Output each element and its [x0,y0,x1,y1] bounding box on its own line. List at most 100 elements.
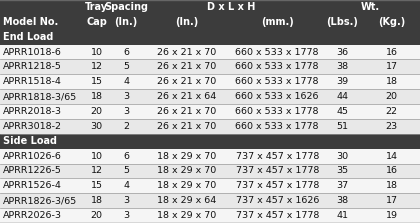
Text: (Lbs.): (Lbs.) [326,17,358,27]
Text: 14: 14 [386,152,398,161]
Text: 6: 6 [123,47,129,57]
Text: 18 x 29 x 70: 18 x 29 x 70 [157,152,217,161]
Text: 26 x 21 x 70: 26 x 21 x 70 [157,107,217,116]
Text: APRR1526-4: APRR1526-4 [3,181,61,190]
Text: 18: 18 [386,77,398,86]
Text: 660 x 533 x 1778: 660 x 533 x 1778 [236,122,319,131]
Text: Side Load: Side Load [3,136,57,146]
Text: Spacing: Spacing [104,2,148,12]
Text: APRR1218-5: APRR1218-5 [3,62,61,71]
Text: (mm.): (mm.) [261,17,294,27]
Text: 20: 20 [91,211,102,220]
Text: 37: 37 [336,181,348,190]
Text: APRR1018-6: APRR1018-6 [3,47,61,57]
Bar [0,208,420,223]
Text: 35: 35 [336,166,348,176]
Bar [0,163,420,178]
Text: 36: 36 [336,47,348,57]
Text: 10: 10 [91,47,102,57]
Text: 3: 3 [123,107,129,116]
Text: Tray: Tray [85,2,108,12]
Text: 18: 18 [91,196,102,205]
Text: 20: 20 [386,92,398,101]
Text: 5: 5 [123,166,129,176]
Text: 18 x 29 x 70: 18 x 29 x 70 [157,211,217,220]
Text: 660 x 533 x 1778: 660 x 533 x 1778 [236,47,319,57]
Bar [0,0,420,30]
Bar [0,30,420,45]
Text: (Kg.): (Kg.) [378,17,405,27]
Text: 17: 17 [386,62,398,71]
Text: APRR2026-3: APRR2026-3 [3,211,61,220]
Text: Cap: Cap [86,17,107,27]
Text: 30: 30 [91,122,102,131]
Text: 660 x 533 x 1778: 660 x 533 x 1778 [236,62,319,71]
Bar [0,149,420,163]
Text: 2: 2 [123,122,129,131]
Text: End Load: End Load [3,32,53,42]
Text: 30: 30 [336,152,348,161]
Text: 660 x 533 x 1778: 660 x 533 x 1778 [236,107,319,116]
Text: 737 x 457 x 1778: 737 x 457 x 1778 [236,166,319,176]
Text: 26 x 21 x 70: 26 x 21 x 70 [157,77,217,86]
Text: Model No.: Model No. [3,17,58,27]
Bar [0,74,420,89]
Bar [0,134,420,149]
Text: APRR1226-5: APRR1226-5 [3,166,61,176]
Text: 18: 18 [386,181,398,190]
Text: 17: 17 [386,196,398,205]
Text: Wt.: Wt. [361,2,380,12]
Text: 737 x 457 x 1778: 737 x 457 x 1778 [236,152,319,161]
Text: 41: 41 [336,211,348,220]
Text: 4: 4 [123,77,129,86]
Text: 16: 16 [386,166,398,176]
Text: 12: 12 [91,166,102,176]
Text: 4: 4 [123,181,129,190]
Bar [0,119,420,134]
Text: 18: 18 [91,92,102,101]
Text: APRR1518-4: APRR1518-4 [3,77,61,86]
Text: 660 x 533 x 1778: 660 x 533 x 1778 [236,77,319,86]
Text: 3: 3 [123,211,129,220]
Text: 737 x 457 x 1778: 737 x 457 x 1778 [236,181,319,190]
Text: (In.): (In.) [175,17,199,27]
Text: APRR1826-3/65: APRR1826-3/65 [3,196,77,205]
Bar [0,178,420,193]
Text: 15: 15 [91,181,102,190]
Text: 18 x 29 x 70: 18 x 29 x 70 [157,181,217,190]
Text: APRR3018-2: APRR3018-2 [3,122,61,131]
Text: APRR1026-6: APRR1026-6 [3,152,61,161]
Text: 5: 5 [123,62,129,71]
Text: 660 x 533 x 1626: 660 x 533 x 1626 [236,92,319,101]
Text: 3: 3 [123,92,129,101]
Bar [0,45,420,60]
Text: APRR2018-3: APRR2018-3 [3,107,61,116]
Text: 737 x 457 x 1626: 737 x 457 x 1626 [236,196,319,205]
Text: D x L x H: D x L x H [207,2,255,12]
Text: 20: 20 [91,107,102,116]
Bar [0,104,420,119]
Text: 39: 39 [336,77,348,86]
Text: 18 x 29 x 70: 18 x 29 x 70 [157,166,217,176]
Bar [0,60,420,74]
Bar [0,89,420,104]
Text: APRR1818-3/65: APRR1818-3/65 [3,92,77,101]
Text: 22: 22 [386,107,398,116]
Text: 6: 6 [123,152,129,161]
Text: 45: 45 [336,107,348,116]
Text: 26 x 21 x 70: 26 x 21 x 70 [157,122,217,131]
Text: 38: 38 [336,196,348,205]
Bar [0,193,420,208]
Text: 26 x 21 x 70: 26 x 21 x 70 [157,47,217,57]
Text: 51: 51 [336,122,348,131]
Text: 26 x 21 x 64: 26 x 21 x 64 [157,92,217,101]
Text: 3: 3 [123,196,129,205]
Text: 18 x 29 x 64: 18 x 29 x 64 [157,196,217,205]
Text: (In.): (In.) [114,17,138,27]
Text: 737 x 457 x 1778: 737 x 457 x 1778 [236,211,319,220]
Text: 26 x 21 x 70: 26 x 21 x 70 [157,62,217,71]
Text: 38: 38 [336,62,348,71]
Text: 44: 44 [336,92,348,101]
Text: 12: 12 [91,62,102,71]
Text: 10: 10 [91,152,102,161]
